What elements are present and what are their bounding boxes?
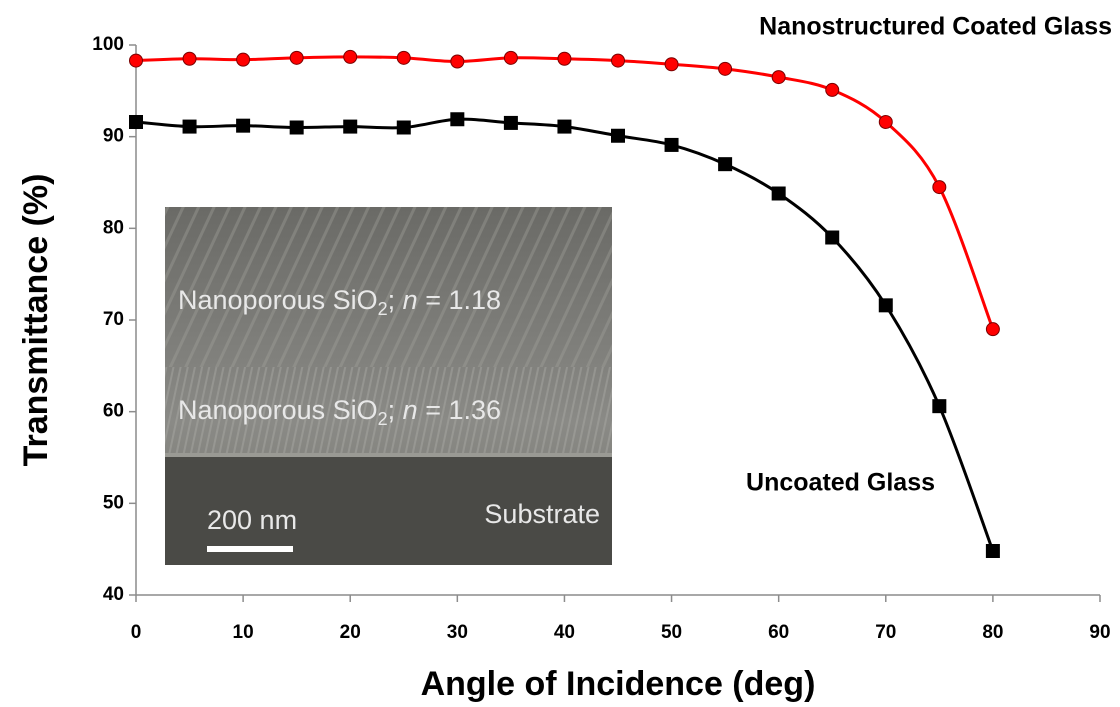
- marker: [879, 116, 892, 129]
- y-tick-label: 70: [103, 309, 124, 330]
- marker: [290, 51, 303, 64]
- y-tick-label: 40: [103, 584, 124, 605]
- marker: [130, 54, 143, 67]
- marker: [397, 51, 410, 64]
- inset-label: Nanoporous SiO2; n = 1.18: [178, 285, 501, 319]
- marker: [933, 181, 946, 194]
- marker: [986, 323, 999, 336]
- marker: [450, 112, 464, 126]
- x-tick-label: 80: [982, 622, 1003, 643]
- x-tick-label: 10: [233, 622, 254, 643]
- y-tick-label: 80: [103, 217, 124, 238]
- series-label: Nanostructured Coated Glass: [759, 13, 1112, 41]
- x-tick-label: 90: [1089, 622, 1110, 643]
- marker: [932, 399, 946, 413]
- marker: [129, 115, 143, 129]
- marker: [665, 138, 679, 152]
- marker: [611, 129, 625, 143]
- x-tick-label: 70: [875, 622, 896, 643]
- marker: [612, 54, 625, 67]
- marker: [504, 51, 517, 64]
- marker: [397, 121, 411, 135]
- x-tick-label: 30: [447, 622, 468, 643]
- x-tick-label: 50: [661, 622, 682, 643]
- series-label: Uncoated Glass: [746, 469, 935, 497]
- marker: [558, 52, 571, 65]
- marker: [772, 187, 786, 201]
- marker: [344, 50, 357, 63]
- marker: [557, 120, 571, 134]
- marker: [183, 52, 196, 65]
- y-tick-label: 100: [92, 34, 124, 55]
- marker: [826, 83, 839, 96]
- marker: [183, 120, 197, 134]
- x-tick-label: 40: [554, 622, 575, 643]
- y-tick-label: 90: [103, 126, 124, 147]
- marker: [719, 62, 732, 75]
- marker: [879, 298, 893, 312]
- x-tick-label: 0: [131, 622, 142, 643]
- marker: [986, 544, 1000, 558]
- marker: [451, 55, 464, 68]
- marker: [665, 58, 678, 71]
- chart: Nanoporous SiO2; n = 1.18 Nanoporous SiO…: [0, 0, 1120, 707]
- inset-label: Nanoporous SiO2; n = 1.36: [178, 395, 501, 429]
- scale-bar-label: 200 nm: [207, 505, 297, 535]
- x-tick-label: 60: [768, 622, 789, 643]
- marker: [290, 121, 304, 135]
- marker: [772, 71, 785, 84]
- marker: [825, 231, 839, 245]
- marker: [236, 119, 250, 133]
- inset-image: Nanoporous SiO2; n = 1.18 Nanoporous SiO…: [165, 207, 612, 565]
- x-tick-label: 20: [340, 622, 361, 643]
- marker: [718, 157, 732, 171]
- x-axis-title: Angle of Incidence (deg): [421, 665, 816, 703]
- y-axis-title: Transmittance (%): [17, 174, 55, 467]
- marker: [343, 120, 357, 134]
- y-tick-label: 50: [103, 492, 124, 513]
- inset-label: Substrate: [484, 499, 600, 529]
- marker: [237, 53, 250, 66]
- marker: [504, 116, 518, 130]
- y-tick-label: 60: [103, 401, 124, 422]
